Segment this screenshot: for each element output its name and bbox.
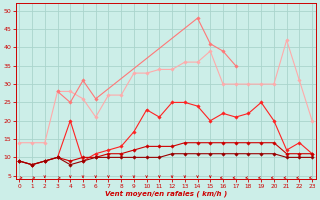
X-axis label: Vent moyen/en rafales ( km/h ): Vent moyen/en rafales ( km/h ) — [105, 190, 227, 197]
